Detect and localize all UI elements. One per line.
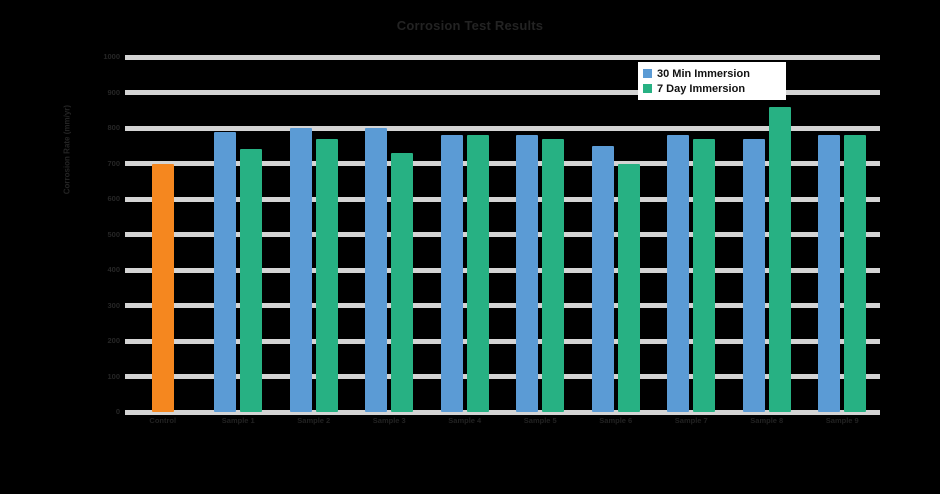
y-tick-label: 200 xyxy=(107,336,120,345)
bar xyxy=(818,135,841,412)
bar xyxy=(240,149,263,412)
bar xyxy=(617,163,640,412)
bar xyxy=(391,152,414,412)
x-tick-label: Sample 2 xyxy=(297,416,331,425)
gridline xyxy=(125,90,880,95)
y-tick-label: 300 xyxy=(107,300,120,310)
x-tick-label: Sample 6 xyxy=(599,416,633,425)
bar xyxy=(289,128,312,412)
gridline xyxy=(125,338,880,344)
y-tick-label: 500 xyxy=(107,229,120,239)
bar xyxy=(844,135,867,412)
gridline xyxy=(125,161,880,166)
gridline xyxy=(125,232,880,237)
gridline xyxy=(125,196,880,202)
x-tick-label: Sample 8 xyxy=(750,416,784,425)
y-tick-label: 700 xyxy=(107,158,120,168)
x-tick-label: Sample 3 xyxy=(372,416,406,425)
bar xyxy=(151,163,174,412)
y-tick-label: 100 xyxy=(107,371,120,381)
gridline xyxy=(125,125,880,131)
chart-legend: 30 Min Immersion 7 Day Immersion xyxy=(638,62,786,100)
gridline xyxy=(125,267,880,273)
bar xyxy=(466,135,489,412)
gridline xyxy=(125,303,880,308)
x-tick-label: Sample 4 xyxy=(448,416,482,425)
y-tick-label: 900 xyxy=(107,87,120,97)
x-tick-label: Control xyxy=(149,416,177,425)
y-axis-title: Corrosion Rate (mm/yr) xyxy=(62,104,72,195)
gridline xyxy=(125,409,880,415)
bar xyxy=(516,135,539,412)
legend-swatch-icon xyxy=(643,84,652,93)
y-tick-label: 600 xyxy=(107,194,120,203)
gridline xyxy=(125,54,880,60)
bar xyxy=(315,138,338,412)
legend-item[interactable]: 30 Min Immersion xyxy=(643,66,780,81)
x-axis-tick-labels: Control Sample 1 Sample 2 Sample 3 Sample 4 S… xyxy=(125,414,880,492)
bar xyxy=(742,138,765,412)
y-tick-label: 1000 xyxy=(103,52,120,61)
bar xyxy=(365,128,388,412)
legend-item-label: 7 Day Immersion xyxy=(657,82,746,95)
bar xyxy=(693,138,716,412)
x-tick-label: Sample 1 xyxy=(221,416,255,425)
bar xyxy=(214,131,237,412)
bar xyxy=(768,106,791,412)
y-tick-label: 800 xyxy=(107,123,120,132)
bar xyxy=(667,135,690,412)
bar xyxy=(591,145,614,412)
y-axis-tick-labels: 0 100 200 300 400 500 600 700 800 900 1000 xyxy=(92,52,120,416)
gridline xyxy=(125,374,880,379)
x-tick-label: Sample 7 xyxy=(674,416,708,425)
legend-swatch-icon xyxy=(643,69,652,78)
legend-item[interactable]: 7 Day Immersion xyxy=(643,81,780,96)
plot-area xyxy=(125,54,880,415)
bar xyxy=(542,138,565,412)
bar xyxy=(440,135,463,412)
chart-title: Corrosion Test Results xyxy=(396,18,544,33)
legend-item-label: 30 Min Immersion xyxy=(657,67,750,80)
x-tick-label: Sample 5 xyxy=(523,416,557,425)
y-tick-label: 400 xyxy=(107,265,120,274)
y-tick-label: 0 xyxy=(115,407,120,416)
x-tick-label: Sample 9 xyxy=(825,416,859,425)
